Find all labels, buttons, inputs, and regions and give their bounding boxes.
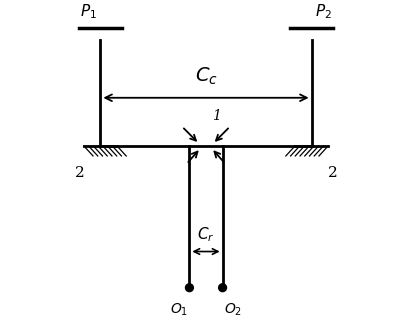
Text: $C_c$: $C_c$ bbox=[194, 66, 218, 87]
Text: $C_r$: $C_r$ bbox=[197, 225, 215, 244]
Text: $P_1$: $P_1$ bbox=[80, 2, 97, 21]
Text: $P_2$: $P_2$ bbox=[315, 2, 332, 21]
Circle shape bbox=[219, 284, 227, 292]
Text: $O_1$: $O_1$ bbox=[170, 301, 188, 318]
Text: 1: 1 bbox=[212, 109, 221, 123]
Circle shape bbox=[185, 284, 193, 292]
Text: $O_2$: $O_2$ bbox=[224, 301, 242, 318]
Text: 2: 2 bbox=[75, 166, 84, 180]
Text: 2: 2 bbox=[328, 166, 337, 180]
